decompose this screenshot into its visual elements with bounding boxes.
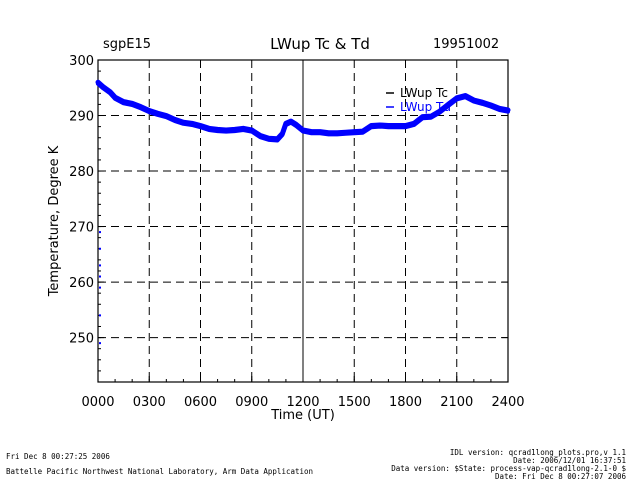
- series-line-lwup-td: [96, 81, 510, 143]
- y-tick-label: 290: [69, 110, 94, 125]
- x-tick-label: 1500: [338, 395, 371, 410]
- chart-title: LWup Tc & Td: [270, 35, 370, 53]
- legend-label: LWup Tc: [400, 86, 448, 100]
- footer-lab: Battelle Pacific Northwest National Labo…: [6, 467, 314, 476]
- x-tick-label: 1800: [389, 395, 422, 410]
- x-tick-label: 1200: [286, 395, 319, 410]
- y-tick-label: 260: [69, 276, 94, 291]
- x-tick-label: 2400: [491, 395, 524, 410]
- x-tick-label: 0900: [235, 395, 268, 410]
- site-label: sgpE15: [103, 37, 152, 52]
- footer-idl-date: Date: 2006/12/01 16:37:51: [513, 456, 626, 465]
- x-tick-label: 0300: [133, 395, 166, 410]
- x-axis-label: Time (UT): [270, 408, 335, 423]
- x-tick-label: 0600: [184, 395, 217, 410]
- y-tick-label: 300: [69, 54, 94, 69]
- footer-data-version: Data version: $State: process-vap-qcrad1…: [391, 464, 626, 473]
- footer-idl-version: IDL version: qcrad1long_plots.pro,v 1.1: [449, 448, 626, 457]
- y-tick-label: 280: [69, 165, 94, 180]
- y-tick-label: 250: [69, 332, 94, 347]
- legend-label: LWup Td: [400, 100, 451, 114]
- footer-data-date: Date: Fri Dec 8 00:27:07 2006: [495, 472, 626, 481]
- y-axis-label: Temperature, Degree K: [47, 145, 62, 297]
- footer-timestamp: Fri Dec 8 00:27:25 2006: [6, 452, 110, 461]
- y-tick-label: 270: [69, 221, 94, 236]
- date-label: 19951002: [433, 37, 500, 52]
- x-tick-label: 2100: [440, 395, 473, 410]
- x-tick-label: 0000: [81, 395, 114, 410]
